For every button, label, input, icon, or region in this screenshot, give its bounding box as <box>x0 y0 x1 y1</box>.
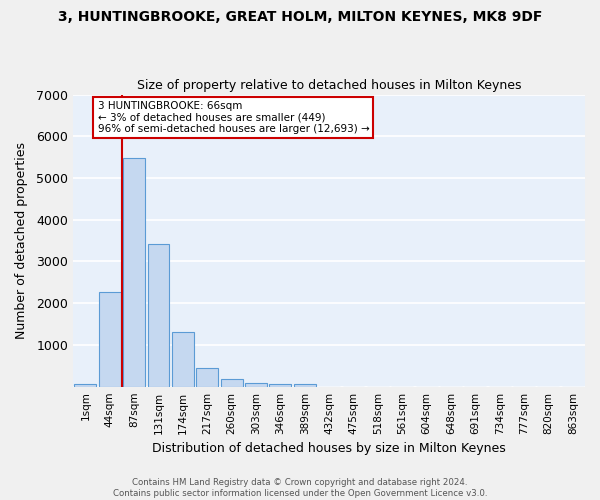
X-axis label: Distribution of detached houses by size in Milton Keynes: Distribution of detached houses by size … <box>152 442 506 455</box>
Bar <box>245 383 267 386</box>
Bar <box>148 244 169 386</box>
Bar <box>221 379 242 386</box>
Y-axis label: Number of detached properties: Number of detached properties <box>15 142 28 339</box>
Text: Contains HM Land Registry data © Crown copyright and database right 2024.
Contai: Contains HM Land Registry data © Crown c… <box>113 478 487 498</box>
Text: 3 HUNTINGBROOKE: 66sqm
← 3% of detached houses are smaller (449)
96% of semi-det: 3 HUNTINGBROOKE: 66sqm ← 3% of detached … <box>98 101 370 134</box>
Bar <box>74 384 97 386</box>
Bar <box>99 292 121 386</box>
Title: Size of property relative to detached houses in Milton Keynes: Size of property relative to detached ho… <box>137 79 521 92</box>
Bar <box>269 384 292 386</box>
Text: 3, HUNTINGBROOKE, GREAT HOLM, MILTON KEYNES, MK8 9DF: 3, HUNTINGBROOKE, GREAT HOLM, MILTON KEY… <box>58 10 542 24</box>
Bar <box>294 384 316 386</box>
Bar <box>172 332 194 386</box>
Bar <box>196 368 218 386</box>
Bar <box>123 158 145 386</box>
